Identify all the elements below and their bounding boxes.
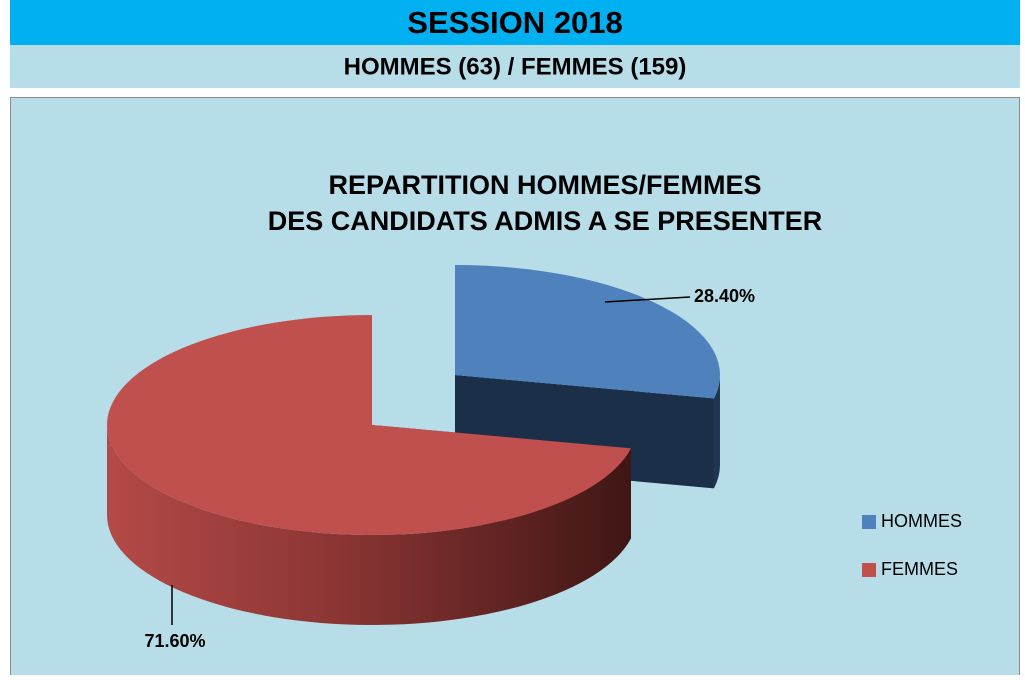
legend-label: HOMMES (881, 511, 962, 531)
legend-swatch (862, 563, 876, 577)
header-subtitle: HOMMES (63) / FEMMES (159) (344, 53, 687, 80)
legend-label: FEMMES (881, 559, 958, 579)
slice-side (713, 375, 720, 489)
header-bar (10, 0, 1020, 45)
data-label: 71.60% (144, 631, 205, 651)
slice-side (107, 425, 631, 625)
chart-title: REPARTITION HOMMES/FEMMES (328, 170, 761, 200)
pie-slice (106, 315, 631, 625)
subheader-bar (10, 45, 1020, 88)
slice (455, 265, 720, 399)
slice (106, 315, 631, 535)
leader-line (604, 296, 691, 303)
chart-title: DES CANDIDATS ADMIS A SE PRESENTER (268, 206, 823, 236)
data-label: 28.40% (694, 286, 755, 306)
header-title: SESSION 2018 (407, 5, 622, 40)
legend-swatch (862, 515, 876, 529)
